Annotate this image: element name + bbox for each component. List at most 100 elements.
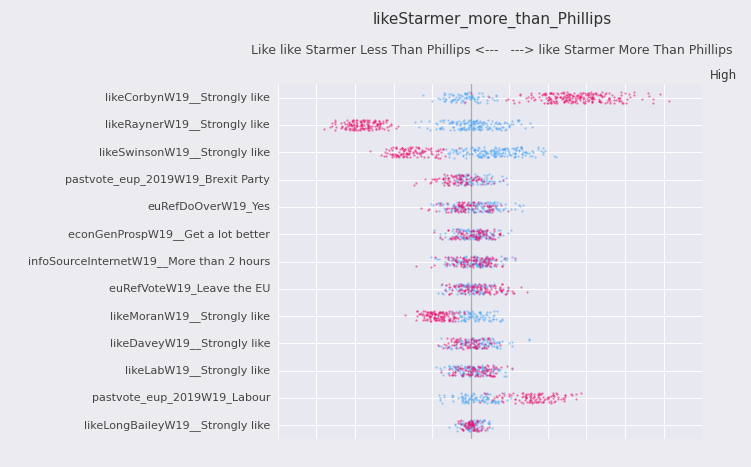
Point [398,152,410,159]
Point [440,96,452,103]
Point [425,200,437,208]
Point [435,313,447,321]
Point [498,145,510,152]
Point [369,116,381,124]
Point [385,120,397,127]
Point [558,98,570,106]
Point [536,92,548,99]
Point [469,337,481,344]
Point [499,144,511,152]
Point [460,422,472,430]
Point [497,149,509,156]
Point [433,199,445,207]
Point [505,120,517,127]
Point [457,254,469,262]
Point [545,99,557,106]
Point [590,89,602,96]
Point [460,286,472,293]
Point [481,207,493,215]
Point [475,313,487,321]
Point [450,336,462,343]
Point [580,91,592,99]
Point [471,228,483,235]
Point [463,118,475,125]
Point [487,199,499,207]
Point [517,389,529,397]
Point [469,118,481,125]
Point [566,392,578,399]
Point [351,120,363,127]
Point [434,199,446,206]
Point [595,92,607,99]
Point [460,126,472,134]
Point [476,227,488,235]
Point [457,147,469,155]
Point [510,144,522,152]
Point [478,283,490,290]
Point [465,420,477,428]
Point [450,344,462,351]
Point [372,120,385,128]
Point [486,209,498,216]
Point [421,125,433,132]
Point [500,372,512,379]
Point [464,234,476,242]
Point [452,126,464,133]
Point [477,204,489,212]
Point [491,126,503,133]
Point [467,261,479,268]
Point [460,253,472,260]
Point [424,179,436,187]
Point [476,367,488,375]
Point [463,335,475,343]
Point [625,93,637,101]
Point [459,120,471,127]
Point [455,201,467,208]
Point [508,99,520,107]
Point [478,262,490,270]
Point [459,89,471,97]
Point [488,149,500,157]
Point [454,170,466,178]
Point [468,253,480,260]
Point [474,364,486,371]
Point [429,311,441,318]
Point [434,308,446,315]
Point [466,287,478,294]
Point [459,89,471,97]
Point [562,90,574,97]
Point [587,94,599,102]
Point [490,119,502,126]
Point [475,228,487,236]
Point [619,89,631,97]
Point [467,336,479,344]
Point [636,96,648,103]
Point [526,147,538,155]
Point [424,311,436,318]
Point [448,179,460,186]
Point [344,126,356,134]
Point [421,315,433,322]
Point [440,282,452,289]
Point [446,286,458,294]
Point [457,317,469,324]
Point [448,255,460,262]
Point [496,262,508,269]
Point [501,120,513,127]
Point [489,399,501,407]
Point [442,309,454,317]
Point [475,125,487,132]
Point [543,95,555,103]
Point [349,123,361,130]
Point [478,280,490,288]
Point [526,398,538,405]
Point [376,119,388,127]
Point [462,370,474,377]
Point [466,289,478,297]
Point [505,226,517,234]
Point [462,367,474,374]
Point [448,310,460,318]
Point [473,363,485,371]
Point [460,282,472,290]
Point [517,145,529,153]
